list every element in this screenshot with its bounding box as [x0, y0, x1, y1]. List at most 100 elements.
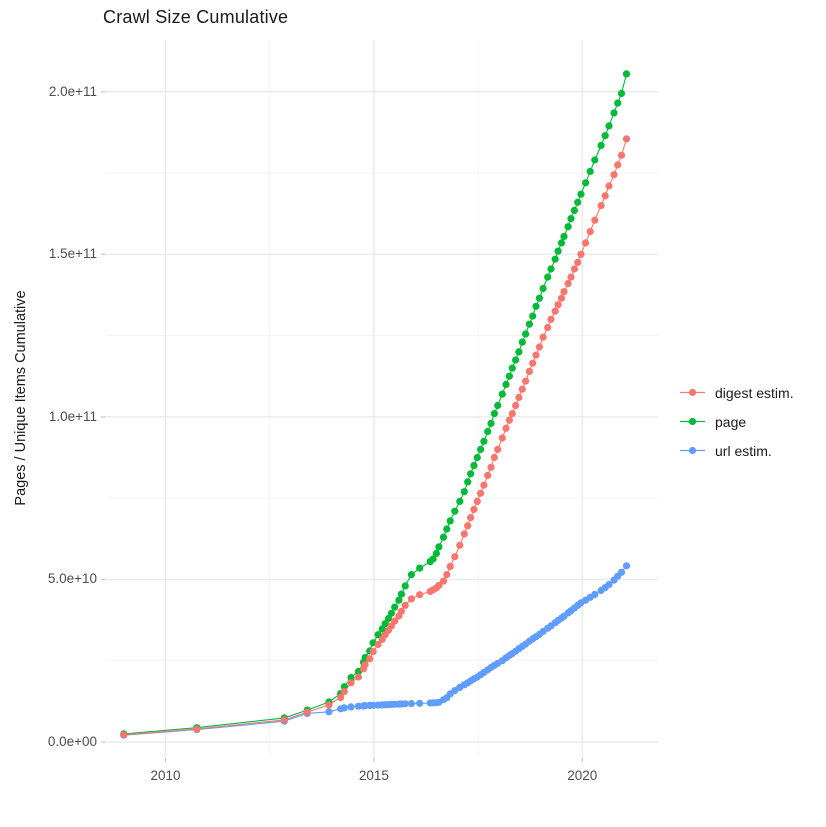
data-point — [429, 555, 437, 563]
data-point — [374, 631, 382, 639]
data-point — [467, 514, 475, 522]
data-point — [340, 688, 348, 696]
data-point — [605, 122, 613, 130]
data-point — [381, 620, 389, 628]
data-point — [477, 489, 485, 497]
data-point — [522, 330, 530, 338]
data-point — [577, 190, 585, 198]
data-point — [622, 562, 631, 570]
data-point — [557, 239, 566, 247]
data-point — [397, 607, 405, 615]
data-point — [544, 273, 552, 281]
data-point — [416, 591, 424, 599]
data-point — [554, 247, 562, 255]
data-point — [567, 215, 575, 223]
data-point — [470, 462, 478, 470]
legend-item: url estim. — [679, 436, 794, 465]
data-point — [401, 601, 409, 610]
data-point — [439, 577, 448, 585]
data-point — [610, 109, 618, 117]
data-point — [551, 255, 559, 263]
data-point — [401, 700, 409, 708]
data-point — [347, 674, 355, 682]
y-axis-title: Pages / Unique Items Cumulative — [13, 290, 29, 506]
data-point — [467, 470, 475, 478]
data-point — [456, 541, 464, 549]
data-point — [508, 410, 516, 418]
data-point — [564, 223, 572, 231]
data-point — [591, 590, 599, 599]
data-point — [525, 367, 534, 375]
data-point — [439, 533, 448, 541]
data-point — [617, 151, 626, 159]
legend: digest estim. page url estim. — [679, 378, 794, 465]
x-tick-label: 2015 — [358, 768, 389, 783]
data-point — [456, 497, 464, 505]
data-point — [547, 265, 555, 273]
data-point — [591, 216, 599, 224]
data-point — [622, 70, 631, 78]
y-tick-label: 1.0e+11 — [48, 408, 97, 424]
data-point — [551, 307, 559, 315]
data-point — [446, 562, 454, 571]
data-point — [378, 625, 386, 633]
data-point — [494, 401, 502, 410]
data-point — [401, 582, 409, 590]
data-point — [560, 288, 568, 296]
data-point — [477, 445, 485, 453]
data-point — [407, 571, 415, 579]
data-point — [610, 171, 618, 179]
data-point — [505, 372, 513, 380]
data-point — [582, 179, 590, 187]
data-point — [460, 530, 468, 538]
data-point — [564, 280, 572, 288]
data-point — [361, 661, 369, 669]
data-point — [614, 99, 622, 107]
data-point — [515, 393, 523, 401]
data-point — [487, 463, 495, 471]
data-point — [369, 648, 377, 656]
data-point — [443, 571, 451, 579]
legend-key-icon — [680, 388, 705, 397]
y-tick-label: 0.0e+00 — [47, 734, 97, 749]
data-point — [303, 708, 311, 716]
data-point — [325, 708, 333, 716]
data-point — [591, 156, 599, 164]
y-tick-label: 1.5e+11 — [48, 246, 97, 262]
data-point — [464, 478, 472, 486]
data-point — [354, 673, 363, 681]
data-point — [395, 596, 403, 604]
data-point — [435, 543, 443, 551]
data-point — [407, 595, 415, 603]
data-point — [480, 481, 488, 489]
data-point — [597, 141, 605, 149]
data-point — [490, 410, 498, 418]
data-point — [391, 617, 399, 625]
data-point — [487, 419, 495, 427]
data-point — [498, 434, 506, 442]
data-point — [407, 700, 415, 708]
data-point — [601, 192, 609, 200]
data-point — [574, 198, 582, 206]
data-point — [473, 497, 481, 505]
data-point — [532, 351, 540, 359]
chart-title: Crawl Size Cumulative — [103, 7, 289, 27]
data-point — [494, 445, 502, 453]
x-tick-label: 2010 — [150, 768, 181, 783]
data-point — [544, 323, 552, 332]
data-point — [446, 517, 454, 525]
legend-key-icon — [680, 417, 705, 426]
data-point — [374, 640, 382, 649]
data-point — [337, 693, 345, 702]
data-point — [554, 301, 562, 309]
data-point — [366, 655, 374, 663]
data-point — [347, 679, 355, 687]
data-point — [511, 401, 520, 410]
data-point — [432, 549, 440, 558]
data-point — [614, 161, 622, 169]
legend-label: digest estim. — [715, 384, 794, 401]
data-point — [586, 167, 594, 175]
data-point — [586, 228, 594, 236]
data-point — [518, 385, 526, 393]
